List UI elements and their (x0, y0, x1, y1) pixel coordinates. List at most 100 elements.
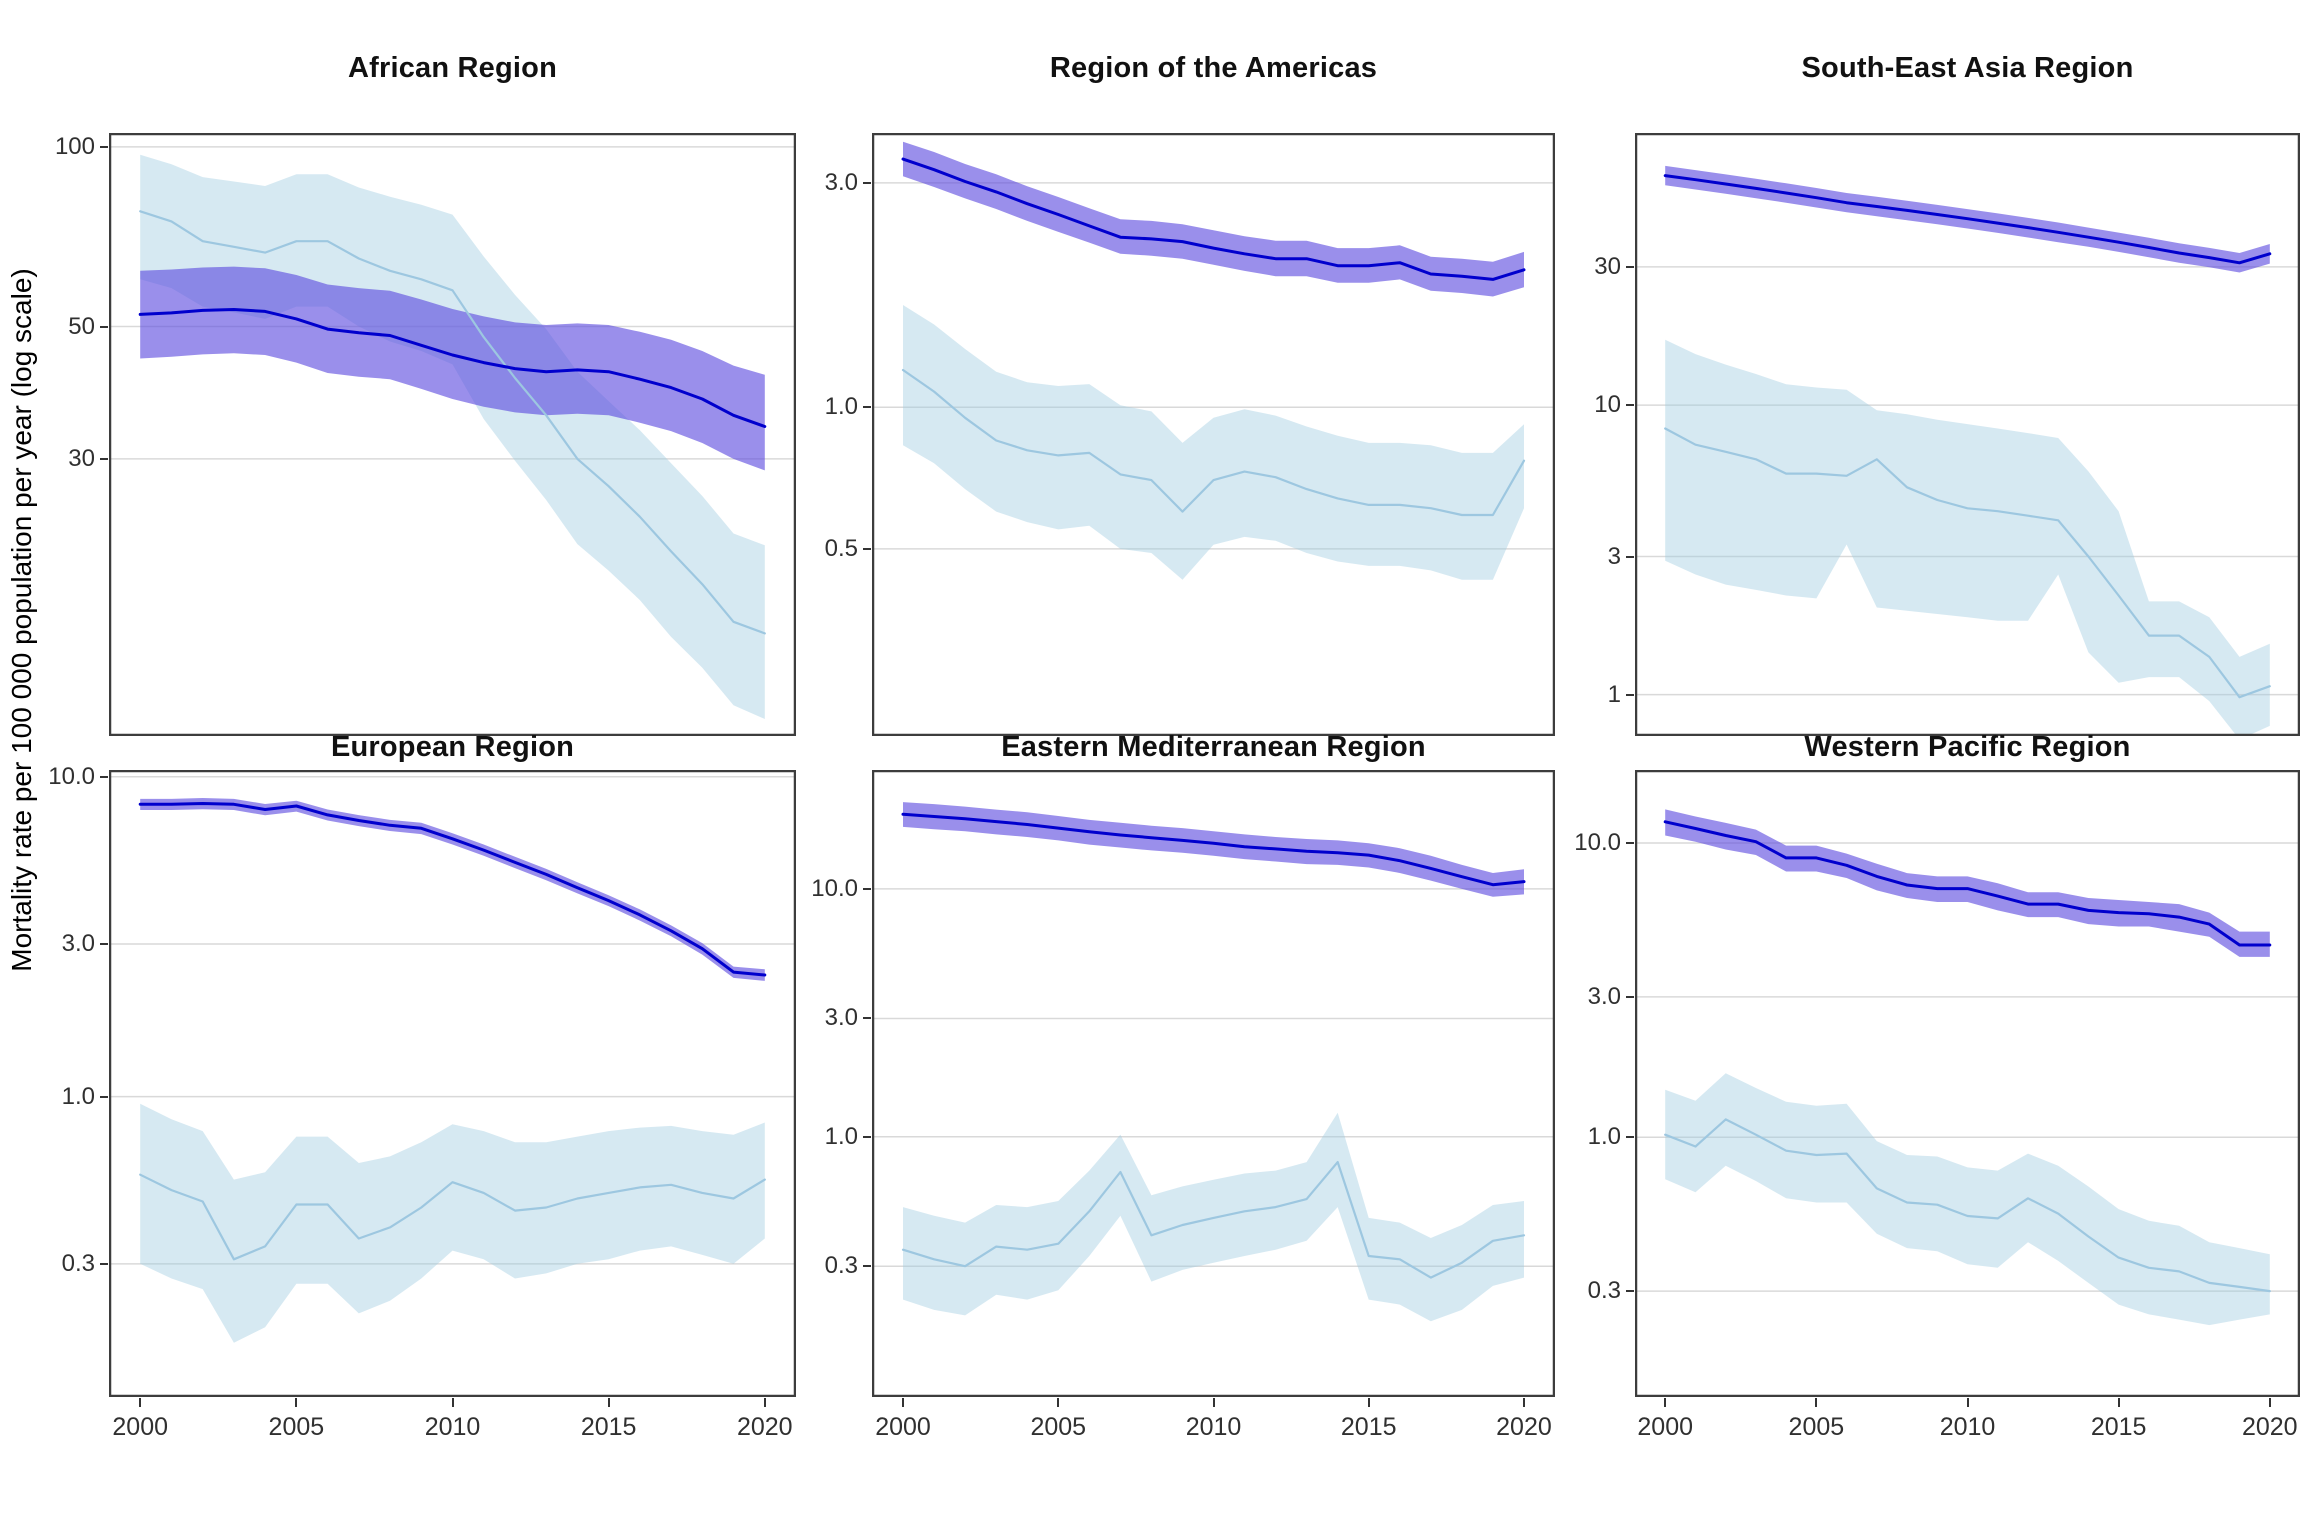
x-tick-mark (1212, 1398, 1215, 1407)
y-tick-mark (100, 943, 108, 945)
x-tick-label: 2000 (1637, 1413, 1694, 1441)
x-tick-label: 2005 (268, 1413, 325, 1441)
y-tick-mark (863, 1265, 871, 1268)
x-tick-label: 2015 (1340, 1413, 1397, 1441)
panel-border (109, 133, 796, 736)
y-tick-label: 0.3 (824, 1252, 858, 1280)
x-tick-label: 2015 (580, 1413, 637, 1441)
x-tick-label: 2005 (1788, 1413, 1845, 1441)
dark-trend-line (901, 812, 1526, 887)
y-tick-mark (1626, 1290, 1634, 1293)
dark-trend-line (1663, 174, 2272, 265)
x-tick-mark (1815, 1398, 1818, 1407)
dark-confidence-ribbon (903, 802, 1524, 897)
y-tick-mark (1626, 265, 1634, 268)
x-tick-mark (1522, 1398, 1525, 1407)
x-tick-mark (451, 1398, 454, 1407)
y-tick-label: 1.0 (1587, 1123, 1621, 1151)
light-trend-line (139, 1173, 766, 1261)
light-confidence-ribbon (140, 1103, 765, 1343)
y-tick-mark (863, 1135, 871, 1138)
y-tick-label: 1.0 (824, 393, 858, 421)
light-trend-line (1664, 427, 2271, 699)
dark-confidence-ribbon (903, 141, 1524, 297)
y-tick-mark (863, 181, 871, 184)
x-tick-mark (902, 1398, 905, 1407)
dark-confidence-ribbon (1665, 809, 2270, 957)
y-tick-label: 10 (1594, 391, 1621, 419)
y-tick-label: 10.0 (811, 874, 858, 902)
dark-trend-line (1663, 820, 2272, 947)
x-tick-label: 2010 (1939, 1413, 1996, 1441)
panel-title: Region of the Americas (1049, 52, 1378, 84)
plot-area-region-of-the-americas (872, 133, 1555, 736)
y-tick-label: 10.0 (48, 762, 95, 790)
y-tick-mark (1626, 841, 1634, 844)
y-tick-mark (1626, 404, 1634, 407)
x-tick-mark (139, 1398, 142, 1407)
y-tick-label: 1.0 (61, 1082, 95, 1110)
x-tick-label: 2005 (1030, 1413, 1087, 1441)
y-tick-mark (100, 457, 108, 460)
panel-title: African Region (347, 52, 558, 84)
y-tick-label: 3.0 (1587, 982, 1621, 1010)
plot-area-european-region (109, 770, 796, 1397)
light-trend-line (1664, 1118, 2271, 1293)
light-confidence-ribbon (1665, 1073, 2270, 1326)
x-tick-mark (1664, 1398, 1667, 1407)
y-tick-mark (863, 887, 871, 890)
y-tick-label: 3.0 (824, 168, 858, 196)
x-tick-label: 2015 (2090, 1413, 2147, 1441)
x-tick-mark (763, 1398, 766, 1407)
y-tick-mark (1626, 693, 1634, 696)
y-tick-mark (100, 1095, 108, 1098)
x-tick-label: 2010 (1185, 1413, 1242, 1441)
light-confidence-ribbon (903, 305, 1524, 580)
dark-trend-line (138, 802, 767, 977)
y-tick-label: 3.0 (61, 930, 95, 957)
x-tick-label: 2020 (1496, 1413, 1552, 1441)
y-tick-mark (863, 547, 871, 550)
x-tick-mark (1367, 1398, 1370, 1407)
y-tick-label: 0.3 (1587, 1277, 1621, 1305)
y-tick-label: 3.0 (824, 1004, 858, 1032)
panel-title: European Region (330, 731, 575, 763)
dark-confidence-ribbon (140, 798, 765, 981)
plot-area-south-east-asia-region (1635, 133, 2300, 736)
plot-area-african-region (109, 133, 796, 736)
panel-border (1635, 133, 2300, 736)
y-axis-title: Mortality rate per 100 000 population pe… (6, 268, 37, 972)
y-tick-mark (863, 1017, 871, 1020)
y-tick-mark (100, 325, 108, 328)
x-tick-label: 2010 (424, 1413, 481, 1441)
y-tick-label: 30 (68, 444, 95, 472)
y-tick-label: 0.3 (61, 1249, 95, 1277)
x-tick-mark (295, 1398, 298, 1407)
light-trend-line (901, 368, 1526, 517)
x-tick-mark (2268, 1398, 2271, 1407)
y-tick-label: 50 (68, 312, 95, 340)
x-tick-mark (607, 1398, 610, 1407)
panel-border (872, 770, 1555, 1397)
light-trend-line (139, 210, 766, 635)
y-tick-label: 1 (1607, 680, 1621, 708)
y-tick-mark (100, 145, 108, 148)
x-tick-label: 2000 (875, 1413, 931, 1441)
light-trend-line (901, 1161, 1526, 1279)
panel-border (109, 770, 796, 1397)
x-tick-mark (1057, 1398, 1060, 1407)
y-tick-mark (100, 775, 108, 778)
panel-title: Eastern Mediterranean Region (1001, 731, 1426, 763)
y-tick-label: 1.0 (824, 1122, 858, 1150)
panel-title: Western Pacific Region (1804, 731, 2131, 763)
x-tick-mark (2117, 1398, 2120, 1407)
y-tick-label: 100 (54, 132, 95, 160)
y-tick-label: 0.5 (824, 534, 858, 562)
dark-trend-line (901, 157, 1526, 281)
y-tick-label: 10.0 (1574, 828, 1621, 856)
x-tick-label: 2020 (736, 1413, 793, 1441)
plot-area-eastern-mediterranean-region (872, 770, 1555, 1397)
light-confidence-ribbon (140, 154, 765, 720)
y-tick-mark (1626, 995, 1634, 998)
